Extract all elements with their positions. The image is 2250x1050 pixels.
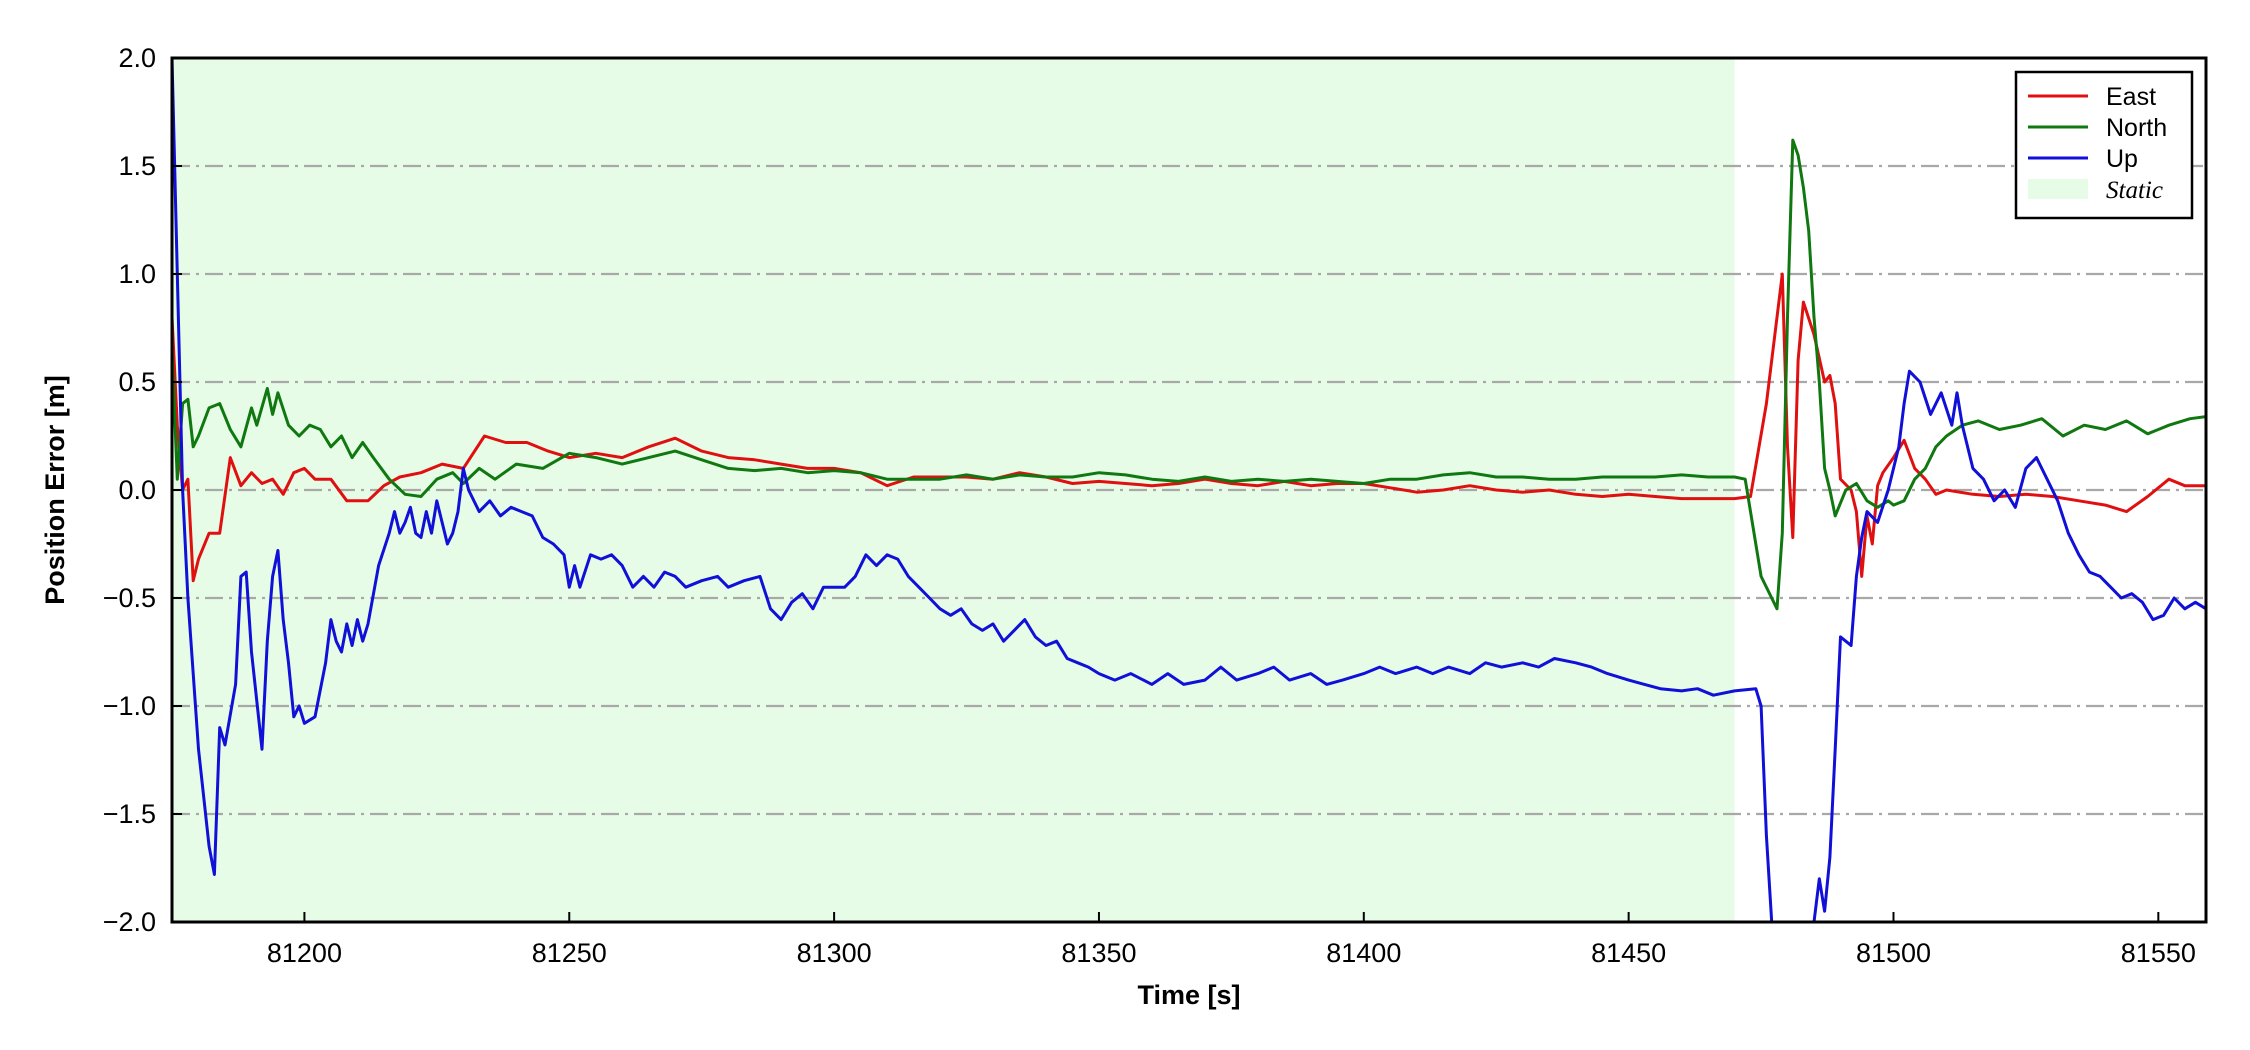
x-tick-label: 81200 xyxy=(267,938,342,968)
x-tick-label: 81550 xyxy=(2121,938,2196,968)
legend-label-up: Up xyxy=(2106,145,2138,173)
y-axis-label: Position Error [m] xyxy=(40,375,70,605)
grid-lines xyxy=(172,164,2206,816)
legend-swatch-static xyxy=(2028,179,2088,199)
y-tick-label: 0.0 xyxy=(118,475,156,505)
x-tick-label: 81450 xyxy=(1591,938,1666,968)
series-line-east xyxy=(172,272,2206,583)
y-tick-label: −1.5 xyxy=(103,799,156,829)
y-tick-label: −0.5 xyxy=(103,583,156,613)
x-tick-label: 81300 xyxy=(797,938,872,968)
x-axis-label: Time [s] xyxy=(1137,980,1240,1010)
legend-label-north: North xyxy=(2106,114,2167,142)
y-tick-label: 1.0 xyxy=(118,259,156,289)
x-tick-label: 81350 xyxy=(1061,938,1136,968)
y-tick-label: −2.0 xyxy=(103,907,156,937)
legend-label-east: East xyxy=(2106,83,2156,111)
x-tick-label: 81500 xyxy=(1856,938,1931,968)
y-tick-label: −1.0 xyxy=(103,691,156,721)
y-tick-label: 1.5 xyxy=(118,151,156,181)
y-tick-label: 0.5 xyxy=(118,367,156,397)
y-tick-label: 2.0 xyxy=(118,43,156,73)
series-line-up xyxy=(172,58,2206,922)
x-tick-label: 81400 xyxy=(1326,938,1401,968)
legend-label-static: Static xyxy=(2106,177,2163,204)
y-axis-ticks: 2.0 1.5 1.0 0.5 0.0 −0.5 −1.0 −1.5 −2.0 xyxy=(103,43,182,937)
legend: East North Up Static xyxy=(2014,70,2194,220)
x-axis-ticks: 81200 81250 81300 81350 81400 81450 81500 81550 xyxy=(267,912,2196,968)
x-tick-label: 81250 xyxy=(532,938,607,968)
series-group xyxy=(172,58,2206,922)
